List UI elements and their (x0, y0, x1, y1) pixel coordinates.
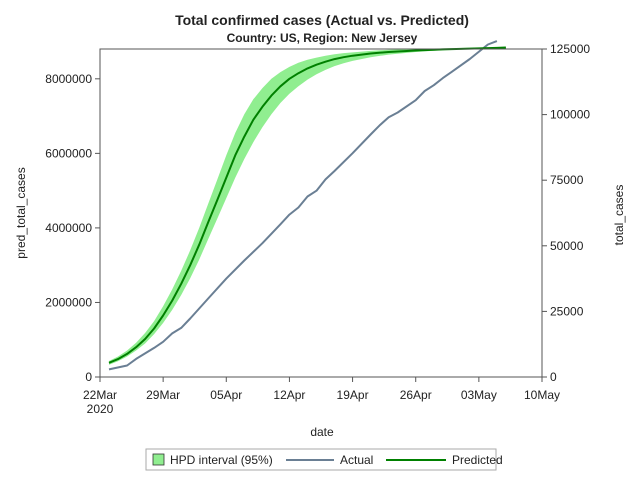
x-tick-label: 03May (461, 388, 497, 402)
chart-title: Total confirmed cases (Actual vs. Predic… (175, 12, 469, 28)
y-left-tick-label: 2000000 (45, 295, 92, 309)
y-right-tick-label: 50000 (550, 239, 584, 253)
legend-label-predicted: Predicted (452, 453, 503, 467)
y-left-tick-label: 4000000 (45, 221, 92, 235)
y-axis-left-label: pred_total_cases (14, 167, 28, 258)
x-tick-label: 12Apr (273, 388, 305, 402)
chart-subtitle: Country: US, Region: New Jersey (227, 31, 418, 45)
predicted-line-layer (108, 46, 506, 364)
y-right-tick-label: 125000 (550, 42, 590, 56)
y-axis-right: 0 25000 50000 75000 100000 125000 (542, 42, 590, 384)
y-right-tick-label: 25000 (550, 304, 584, 318)
y-right-tick-label: 100000 (550, 108, 590, 122)
x-tick-label: 19Apr (337, 388, 369, 402)
x-tick-label: 29Mar (146, 388, 180, 402)
x-tick-label: 22Mar (83, 388, 117, 402)
x-tick-label: 10May (524, 388, 560, 402)
legend: HPD interval (95%) Actual Predicted (145, 448, 503, 471)
x-tick-sublabel: 2020 (87, 402, 114, 416)
plot-frame (99, 48, 543, 378)
actual-line (108, 40, 498, 371)
hpd-band-layer (109, 47, 506, 365)
y-axis-right-label: total_cases (612, 185, 626, 246)
x-tick-label: 26Apr (400, 388, 432, 402)
y-left-tick-label: 8000000 (45, 72, 92, 86)
hpd-band (109, 47, 506, 365)
x-tick-label: 05Apr (210, 388, 242, 402)
legend-swatch-hpd (152, 453, 165, 466)
actual-line-layer (108, 40, 498, 371)
y-left-tick-label: 6000000 (45, 146, 92, 160)
predicted-line (108, 46, 506, 364)
y-right-tick-label: 0 (550, 370, 557, 384)
y-axis-left: 0 2000000 4000000 6000000 8000000 (45, 72, 100, 384)
x-axis-label: date (310, 425, 334, 439)
legend-label-hpd: HPD interval (95%) (170, 453, 273, 467)
legend-label-actual: Actual (340, 453, 373, 467)
y-left-tick-label: 0 (85, 370, 92, 384)
y-right-tick-label: 75000 (550, 173, 584, 187)
